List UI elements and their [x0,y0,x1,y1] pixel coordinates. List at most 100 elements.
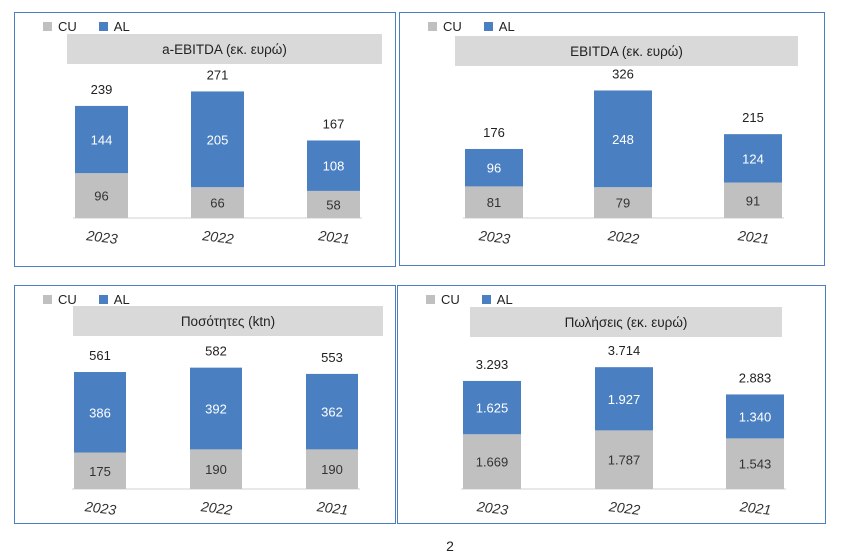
data-label-al-2022: 205 [207,132,229,147]
legend-item-cu: CU [426,292,460,307]
total-label-2023: 176 [483,125,505,140]
legend-label-cu: CU [441,292,460,307]
data-label-cu-2021: 1.543 [739,457,772,472]
data-label-al-2021: 1.340 [739,409,772,424]
data-label-al-2023: 144 [91,133,113,148]
legend: CU AL [43,19,130,34]
bar-cu-2021 [306,449,358,489]
total-label-2023: 3.293 [476,357,509,372]
data-label-al-2023: 386 [89,405,111,420]
total-label-2021: 167 [323,116,345,131]
x-tick-label-2022: 2022 [201,227,235,247]
legend-label-cu: CU [58,292,77,307]
legend-item-cu: CU [43,292,77,307]
total-label-2023: 561 [89,348,111,363]
bar-cu-2021 [724,182,782,218]
legend-swatch-al [98,22,108,31]
data-label-al-2021: 108 [323,159,345,174]
data-label-al-2023: 96 [487,161,501,176]
total-label-2023: 239 [91,82,113,97]
x-tick-label-2023: 2023 [83,498,117,518]
chart-panel-ebitda: CU AL EBITDA (εκ. ευρώ) 81 96 176 2023 79 248… [399,12,825,266]
data-label-cu-2023: 175 [89,464,111,479]
x-tick-label-2023: 2023 [475,498,509,518]
page-number: 2 [446,538,454,554]
data-label-cu-2023: 96 [94,189,108,204]
chart-title: a-EBITDA (εκ. ευρώ) [67,34,382,64]
bar-cu-2022 [190,449,242,489]
legend-swatch-cu [428,22,437,31]
bar-al-2023 [465,148,523,187]
legend-label-cu: CU [443,19,462,34]
legend-label-al: AL [498,19,515,34]
legend-swatch-cu [426,295,435,304]
bar-cu-2022 [595,430,653,489]
legend-item-al: AL [483,19,515,34]
data-label-cu-2023: 81 [487,195,501,210]
total-label-2022: 582 [205,344,227,359]
bar-al-2021 [306,373,358,450]
bar-al-2021 [307,140,360,191]
x-tick-label-2021: 2021 [736,227,770,247]
total-label-2022: 326 [612,66,634,81]
data-label-al-2022: 392 [205,402,227,417]
bar-cu-2021 [726,438,784,489]
data-label-al-2022: 248 [612,132,634,147]
legend-item-al: AL [98,292,130,307]
legend-item-al: AL [98,19,130,34]
bar-al-2023 [74,372,126,453]
total-label-2022: 271 [207,67,229,82]
chart-title: EBITDA (εκ. ευρώ) [455,36,798,66]
chart-panel-a-ebitda: CU AL a-EBITDA (εκ. ευρώ) 96 144 239 2023 66… [14,12,396,267]
bar-al-2021 [726,394,784,439]
bar-cu-2022 [191,187,244,218]
bar-chart-sales: 1.669 1.625 3.293 2023 1.787 1.927 3.714 2022 1.… [461,343,786,518]
data-label-al-2021: 124 [742,151,764,166]
data-label-al-2023: 1.625 [476,401,509,416]
legend-item-al: AL [481,292,513,307]
legend: CU AL [426,292,513,307]
data-label-cu-2021: 190 [321,462,343,477]
legend-swatch-al [481,295,491,304]
legend: CU AL [43,292,130,307]
bar-cu-2021 [307,190,360,218]
legend-swatch-al [98,295,108,304]
chart-title: Ποσότητες (ktn) [73,306,383,336]
bar-al-2022 [594,90,652,188]
x-tick-label-2022: 2022 [199,498,233,518]
legend-swatch-cu [43,22,52,31]
x-tick-label-2022: 2022 [607,498,641,518]
legend-label-al: AL [496,292,513,307]
total-label-2021: 215 [742,110,764,125]
data-label-cu-2021: 91 [746,193,760,208]
bar-chart-quantities: 175 386 561 2023 190 392 582 2022 190 362 553 2021 [72,344,360,518]
total-label-2022: 3.714 [608,343,641,358]
total-label-2021: 553 [321,350,343,365]
data-label-cu-2021: 58 [326,197,340,212]
bar-al-2023 [75,105,128,174]
bar-chart-ebitda: 81 96 176 2023 79 248 326 2022 91 124 215 2021 [463,66,784,247]
data-label-cu-2022: 66 [210,196,224,211]
x-tick-label-2022: 2022 [606,227,640,247]
bar-al-2022 [595,367,653,431]
legend-item-cu: CU [428,19,462,34]
legend-swatch-cu [43,295,52,304]
bar-al-2021 [724,134,782,183]
chart-panel-sales: CU AL Πωλήσεις (εκ. ευρώ) 1.669 1.625 3.29… [397,285,826,524]
data-label-al-2022: 1.927 [608,392,641,407]
x-tick-label-2021: 2021 [317,227,351,247]
bar-cu-2023 [463,434,521,489]
bar-cu-2023 [465,186,523,218]
total-label-2021: 2.883 [739,370,772,385]
x-tick-label-2023: 2023 [477,227,511,247]
bar-chart-a-ebitda: 96 144 239 2023 66 205 271 2022 58 108 167 2021 [73,67,362,247]
legend-label-cu: CU [58,19,77,34]
data-label-cu-2022: 190 [205,462,227,477]
x-tick-label-2023: 2023 [85,227,119,247]
data-label-cu-2023: 1.669 [476,455,509,470]
bar-al-2023 [463,380,521,435]
bar-al-2022 [191,91,244,188]
bar-cu-2023 [74,452,126,489]
data-label-cu-2022: 1.787 [608,453,641,468]
legend-label-al: AL [113,292,130,307]
